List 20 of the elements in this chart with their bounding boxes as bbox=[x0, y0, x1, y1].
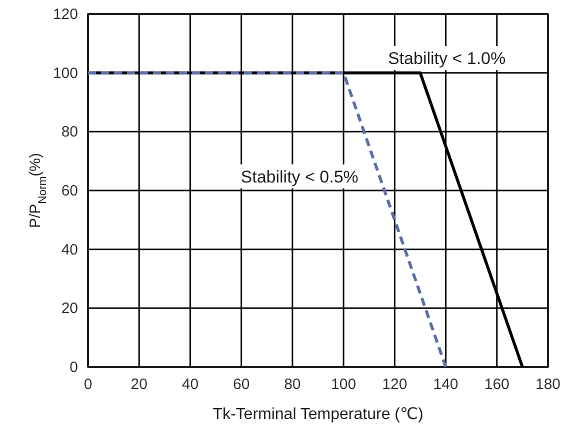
x-tick-label: 40 bbox=[182, 376, 199, 393]
y-tick-label: 60 bbox=[61, 182, 78, 200]
x-tick-label: 60 bbox=[232, 376, 250, 393]
annotation: Stability < 1.0% bbox=[388, 49, 506, 68]
y-tick-label: 20 bbox=[61, 300, 78, 318]
x-tick-label: 140 bbox=[433, 376, 458, 393]
x-tick-label: 180 bbox=[535, 376, 561, 393]
x-tick-label: 0 bbox=[84, 376, 92, 393]
x-tick-label: 160 bbox=[484, 376, 510, 393]
y-tick-label: 0 bbox=[70, 359, 78, 376]
y-tick-label: 100 bbox=[52, 64, 78, 82]
x-tick-label: 20 bbox=[130, 376, 148, 393]
x-tick-label: 100 bbox=[331, 376, 356, 393]
x-tick-label: 120 bbox=[382, 376, 408, 393]
y-tick-label: 120 bbox=[52, 6, 78, 23]
x-tick-label: 80 bbox=[284, 376, 301, 393]
x-axis-title: Tk-Terminal Temperature (℃) bbox=[212, 406, 424, 423]
y-tick-label: 80 bbox=[61, 124, 78, 141]
annotation: Stability < 0.5% bbox=[240, 167, 358, 186]
y-tick-label: 40 bbox=[61, 241, 78, 258]
